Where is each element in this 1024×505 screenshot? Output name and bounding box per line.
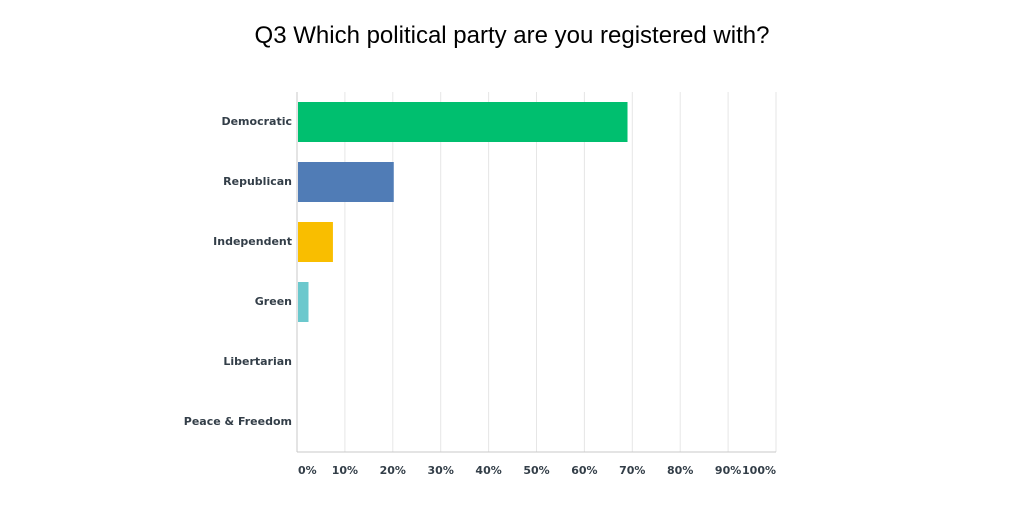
- x-tick-label: 70%: [619, 464, 646, 477]
- bar: [298, 282, 309, 322]
- x-tick-label: 50%: [523, 464, 550, 477]
- category-label: Democratic: [221, 115, 292, 128]
- category-label: Peace & Freedom: [183, 415, 292, 428]
- x-tick-label: 60%: [571, 464, 598, 477]
- x-tick-label: 90%: [714, 464, 742, 477]
- chart-title: Q3 Which political party are you registe…: [254, 22, 770, 49]
- bar: [298, 102, 628, 142]
- x-tick-label: 100%: [742, 464, 776, 477]
- x-tick-label: 40%: [475, 464, 502, 477]
- x-tick-label: 30%: [427, 464, 454, 477]
- category-label: Republican: [223, 175, 292, 188]
- x-tick-label: 20%: [379, 464, 406, 477]
- x-tick-label: 0%: [298, 464, 317, 477]
- category-label: Independent: [213, 235, 292, 248]
- x-tick-label: 10%: [331, 464, 359, 477]
- bar: [298, 222, 333, 262]
- category-label: Libertarian: [223, 355, 292, 368]
- category-label: Green: [254, 295, 292, 308]
- bar: [298, 162, 394, 202]
- x-tick-label: 80%: [667, 464, 694, 477]
